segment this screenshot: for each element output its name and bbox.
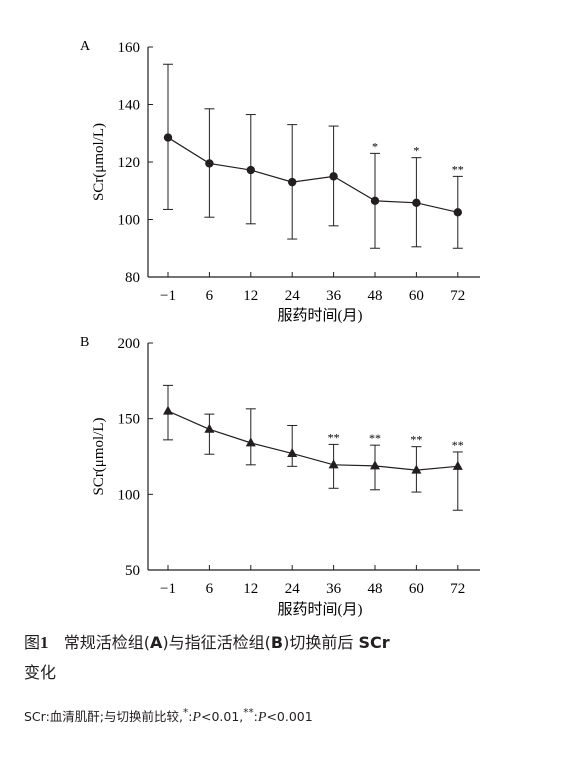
panel-b-data-point bbox=[163, 405, 173, 415]
panel-a-data-point bbox=[370, 196, 380, 206]
caption-label: 图1 bbox=[24, 633, 49, 652]
panel-b-significance-marker: ** bbox=[369, 431, 381, 445]
note-sig2-value: <0.001 bbox=[266, 709, 313, 724]
panel-a-x-tick-label: 48 bbox=[368, 288, 383, 304]
caption-line2: 变化 bbox=[24, 663, 57, 682]
panel-a-series-line bbox=[167, 137, 458, 213]
panel-b-y-tick-label: 100 bbox=[118, 487, 141, 503]
panel-a-significance-marker: * bbox=[413, 144, 419, 158]
panel-b-y-tick-label: 50 bbox=[125, 563, 140, 579]
panel-a-x-axis-label: 服药时间(月) bbox=[278, 307, 363, 324]
note-p1: P bbox=[192, 710, 201, 725]
panel-b-x-tick-label: 36 bbox=[326, 581, 342, 597]
panel-a-significance-marker: * bbox=[372, 139, 378, 153]
panel-a-x-tick-label: 60 bbox=[409, 288, 424, 304]
panel-b-label: B bbox=[80, 335, 89, 350]
panel-a-x-tick-label: 6 bbox=[206, 288, 214, 304]
note-sig1-value: <0.01, bbox=[200, 709, 244, 724]
panel-b-data-point bbox=[204, 423, 215, 433]
panel-a-x-tick-label: −1 bbox=[160, 288, 176, 304]
figure-canvas: 80 100 120 140 160 −1 6 12 24 36 48 60 72 服药时间(月) SCr(… bbox=[80, 39, 480, 618]
note-p2: P bbox=[257, 710, 267, 725]
panel-b-data-point bbox=[370, 460, 380, 470]
panel-a-data-point bbox=[246, 165, 255, 175]
caption-scr: SCr bbox=[358, 633, 390, 652]
panel-b-x-axis-label: 服药时间(月) bbox=[278, 601, 363, 618]
panel-b-x-tick-label: −1 bbox=[160, 581, 176, 597]
caption-b: B bbox=[270, 633, 284, 652]
panel-b-data-point bbox=[245, 437, 256, 447]
panel-b-x-tick-label: 48 bbox=[368, 581, 383, 597]
panel-b-data-point bbox=[452, 460, 463, 470]
panel-b-x-tick-label: 72 bbox=[450, 581, 465, 597]
panel-a-y-tick-label: 120 bbox=[118, 155, 141, 171]
panel-a-x-tick-label: 24 bbox=[285, 288, 301, 304]
caption-a: A bbox=[150, 633, 163, 652]
panel-a-label: A bbox=[80, 39, 91, 54]
panel-a-data-point bbox=[205, 159, 214, 168]
caption-text-c: )切换前后 bbox=[283, 633, 354, 652]
note-sig2: ** bbox=[243, 706, 254, 719]
panel-a-data-point bbox=[288, 177, 297, 187]
note-prefix: SCr:血清肌酐;与切换前比较, bbox=[24, 709, 183, 724]
panel-a-data-point bbox=[163, 133, 173, 142]
panel-a-x-tick-label: 36 bbox=[326, 288, 342, 304]
panel-b-y-tick-label: 150 bbox=[118, 412, 141, 428]
panel-a-y-tick-label: 80 bbox=[125, 270, 140, 286]
panel-a-x-tick-label: 72 bbox=[450, 288, 465, 304]
panel-b-y-axis-label: SCr(μmol/L) bbox=[91, 417, 107, 495]
panel-b-data-point bbox=[287, 447, 298, 457]
panel-b-x-tick-label: 60 bbox=[409, 581, 424, 597]
panel-b-x-tick-label: 12 bbox=[243, 581, 258, 597]
panel-a-y-tick-label: 160 bbox=[118, 40, 141, 56]
panel-a-data-point bbox=[329, 172, 338, 181]
figure-caption: 图1 常规活检组(A)与指征活检组(B)切换前后 SCr 变化 bbox=[24, 628, 564, 688]
caption-text-a: 常规活检组( bbox=[63, 633, 151, 652]
panel-a-data-point bbox=[412, 198, 421, 208]
panel-b-y-tick-label: 200 bbox=[118, 336, 141, 352]
panel-b-significance-marker: ** bbox=[410, 433, 422, 447]
panel-a-data-point bbox=[453, 208, 462, 217]
panel-b-x-tick-label: 6 bbox=[206, 581, 214, 597]
panel-b-x-tick-label: 24 bbox=[285, 581, 301, 597]
panel-a-x-tick-label: 12 bbox=[243, 288, 258, 304]
caption-text-b: )与指征活检组( bbox=[162, 633, 271, 652]
caption-number: 1 bbox=[40, 633, 49, 652]
panel-b-series-line bbox=[167, 410, 458, 471]
panel-a-y-tick-label: 100 bbox=[118, 213, 141, 229]
panel-b-data-point bbox=[411, 464, 422, 474]
panel-b-significance-marker: ** bbox=[452, 438, 464, 452]
panel-a-significance-marker: ** bbox=[452, 162, 464, 176]
panel-b-data-point bbox=[328, 459, 339, 469]
note-sig1: * bbox=[182, 706, 189, 719]
figure-footnote: SCr:血清肌酐;与切换前比较,*:P<0.01,**:P<0.001 bbox=[24, 706, 313, 725]
panel-a-y-tick-label: 140 bbox=[118, 98, 141, 114]
panel-b-significance-marker: ** bbox=[328, 430, 340, 444]
panel-a-y-axis-label: SCr(μmol/L) bbox=[91, 123, 107, 201]
